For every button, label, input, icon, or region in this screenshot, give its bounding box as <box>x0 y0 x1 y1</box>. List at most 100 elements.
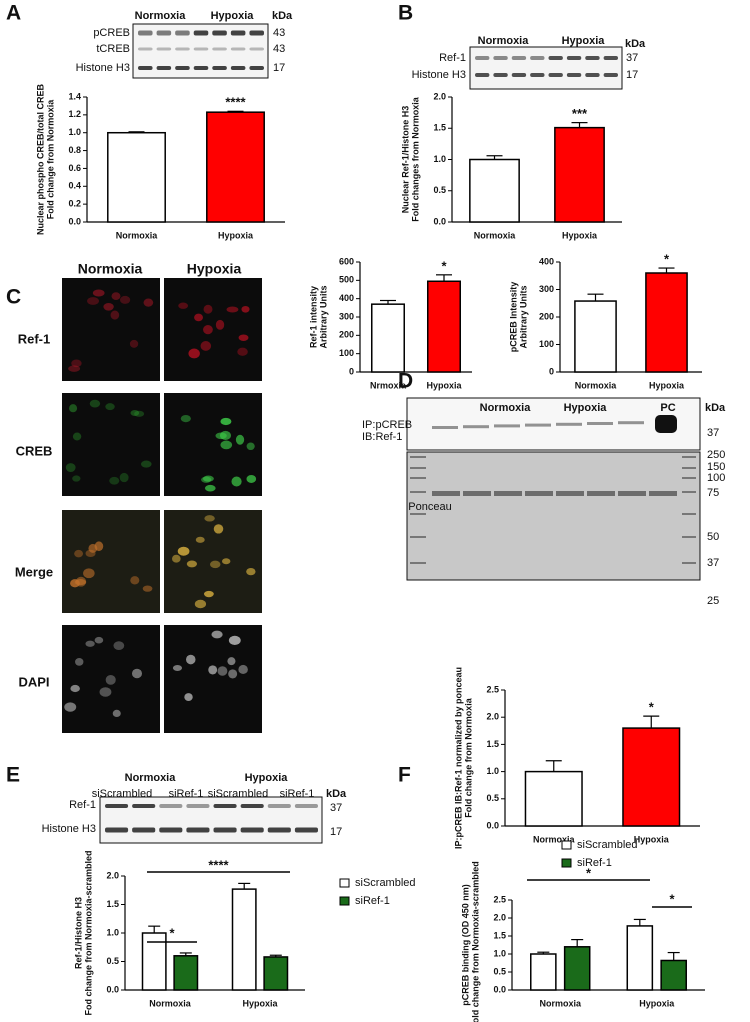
ladder-band <box>682 562 696 564</box>
x-tick-label: Normoxia <box>539 998 582 1008</box>
blot-band <box>493 73 508 77</box>
blot-band <box>566 73 582 77</box>
nucleus <box>119 295 131 304</box>
significance: **** <box>208 857 229 872</box>
nucleus <box>237 347 248 356</box>
nucleus <box>222 558 231 565</box>
x-tick-label: Normoxia <box>575 380 618 390</box>
y-tick-label: 0.5 <box>106 956 119 966</box>
blot-band <box>432 426 458 429</box>
group-label: Hypoxia <box>564 402 608 414</box>
blot-row-label: Histone H3 <box>412 69 466 81</box>
nucleus <box>119 472 129 483</box>
micrograph <box>62 625 160 733</box>
y-tick-label: 1.5 <box>493 930 506 940</box>
unit-label: kDa <box>326 788 347 800</box>
nucleus <box>64 702 77 712</box>
blot-band <box>294 804 318 808</box>
blot-band <box>655 415 677 433</box>
x-tick-label: Normoxia <box>474 230 517 240</box>
ponceau-band <box>618 491 646 496</box>
nucleus <box>238 334 249 341</box>
blot-band <box>548 73 563 77</box>
nucleus <box>172 554 181 563</box>
lane-label: siRef-1 <box>169 788 204 800</box>
nucleus <box>202 475 214 482</box>
blot-band <box>212 47 227 51</box>
blot-band <box>213 804 237 808</box>
nucleus <box>228 635 241 645</box>
x-tick-label: Hypoxia <box>562 230 598 240</box>
group-label: Normoxia <box>125 772 177 784</box>
blot-band <box>475 56 490 60</box>
nucleus <box>74 549 84 558</box>
nucleus <box>180 414 191 423</box>
x-tick-label: Normoxia <box>533 834 576 844</box>
y-tick-label: 0.0 <box>486 820 499 830</box>
ladder-band <box>682 491 696 493</box>
significance: * <box>649 700 655 715</box>
nucleus <box>177 546 190 556</box>
bar <box>173 955 199 991</box>
blot-frame <box>99 796 323 844</box>
nucleus <box>185 654 196 665</box>
nucleus <box>215 319 225 330</box>
blot-band <box>175 47 190 51</box>
ladder-band <box>682 513 696 515</box>
unit-label: kDa <box>705 402 726 414</box>
y-axis-label: Arbitrary Units <box>318 285 328 348</box>
nucleus <box>204 590 214 598</box>
blot-band <box>186 804 210 808</box>
blot-band <box>156 66 172 70</box>
y-axis-label: pCREB binding (OD 450 nm) <box>460 884 470 1006</box>
blot-band <box>585 56 600 60</box>
ladder-label: 150 <box>707 461 725 473</box>
nucleus <box>69 404 78 413</box>
bar <box>263 956 289 991</box>
nucleus <box>89 399 101 408</box>
ladder-band <box>410 513 426 515</box>
blot-frame <box>469 46 623 90</box>
blot-band <box>566 56 582 60</box>
nucleus <box>246 567 256 576</box>
ladder-band <box>682 456 696 458</box>
y-tick-label: 0.5 <box>433 185 446 195</box>
blot-band <box>267 804 291 808</box>
y-axis-label: Fold changes from Normoxia <box>410 96 420 222</box>
nucleus <box>195 536 205 543</box>
nucleus <box>130 410 140 417</box>
nucleus <box>134 410 145 417</box>
y-tick-label: 0 <box>549 366 554 376</box>
nucleus <box>194 313 203 322</box>
blot-band <box>530 56 545 60</box>
ponceau-band <box>432 491 460 496</box>
ladder-band <box>410 456 426 458</box>
blot-band <box>585 73 600 77</box>
kda-label: 43 <box>273 27 285 39</box>
significance: * <box>586 865 592 880</box>
row-label: CREB <box>16 443 53 458</box>
ponceau-band <box>587 491 615 496</box>
y-axis-label: Arbitrary Units <box>518 285 528 348</box>
micrograph <box>62 278 160 381</box>
blot-row-label: pCREB <box>93 27 130 39</box>
blot-band <box>618 421 644 425</box>
nucleus <box>109 476 120 485</box>
blot-band <box>240 804 264 808</box>
nucleus <box>110 310 120 320</box>
y-tick-label: 400 <box>539 256 554 266</box>
nucleus <box>75 658 84 666</box>
legend-swatch <box>339 878 350 888</box>
nucleus <box>141 460 152 468</box>
y-tick-label: 300 <box>339 311 354 321</box>
ladder-band <box>410 536 426 538</box>
blot-band <box>525 423 551 427</box>
x-tick-label: Hypoxia <box>649 380 685 390</box>
micrograph <box>62 510 160 613</box>
nucleus <box>220 417 232 426</box>
nucleus <box>231 476 242 487</box>
y-tick-label: 2.0 <box>493 912 506 922</box>
column-label: Hypoxia <box>187 261 242 277</box>
lane-label: siRef-1 <box>280 788 315 800</box>
